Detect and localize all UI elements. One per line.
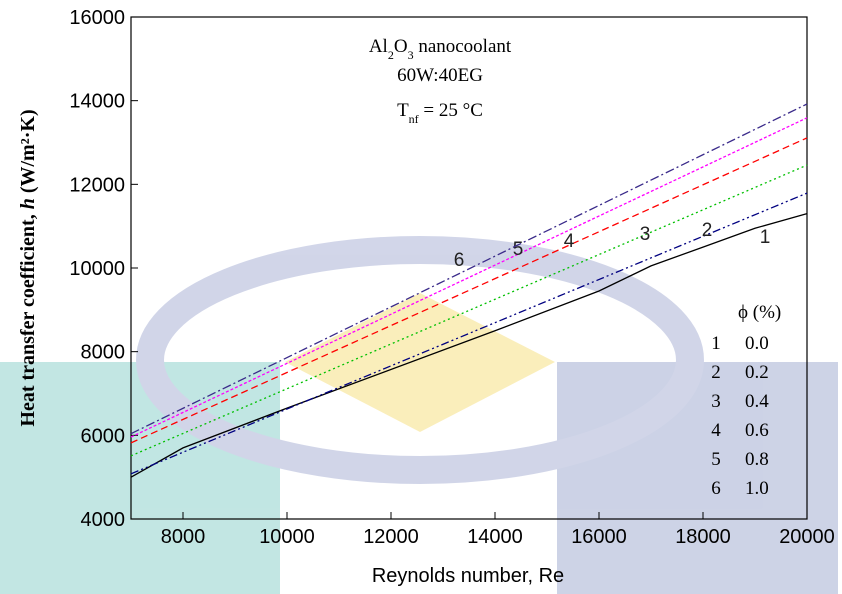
x-tick-label: 12000 (363, 526, 419, 548)
watermark-diamond (285, 293, 555, 432)
legend-key: 5 (711, 449, 721, 470)
line-label: 4 (564, 231, 575, 252)
annotation-part: = 25 °C (419, 100, 483, 121)
series-line (130, 117, 808, 438)
annotation-part: O (394, 36, 408, 57)
y-axis-label: Heat transfer coefficient, h (W/m²·K) (17, 109, 39, 426)
x-tick-label: 20000 (779, 526, 835, 548)
x-tick-label: 8000 (161, 526, 206, 548)
legend-key: 2 (711, 362, 721, 383)
annotation-part: T (397, 100, 409, 121)
line-label: 2 (702, 220, 713, 241)
line-label: 3 (640, 224, 651, 245)
y-tick-label: 8000 (81, 342, 126, 364)
y-label-part: (W/m²·K) (17, 109, 39, 198)
x-tick-label: 10000 (259, 526, 315, 548)
annotation: Tnf = 25 °C (397, 100, 483, 126)
legend-value: 0.6 (745, 420, 769, 441)
annotation: Al2O3 nanocoolant (369, 36, 512, 62)
legend-key: 3 (711, 391, 721, 412)
legend-key: 1 (711, 333, 721, 354)
series-line (130, 137, 808, 444)
legend-value: 0.8 (745, 449, 769, 470)
series-line (130, 192, 808, 475)
annotation-part: nanocoolant (414, 36, 512, 57)
y-tick-label: 6000 (81, 425, 126, 447)
y-label-part: h (17, 198, 39, 209)
x-tick-label: 14000 (467, 526, 523, 548)
legend-key: 6 (711, 478, 721, 499)
annotation-part: Al (369, 36, 388, 57)
line-label: 6 (454, 250, 465, 271)
watermark-ring (136, 236, 704, 484)
x-tick-label: 16000 (571, 526, 627, 548)
legend-value: 0.2 (745, 362, 769, 383)
legend-title: ϕ (%) (738, 302, 781, 323)
annotation: 60W:40EG (397, 65, 483, 86)
series-line (130, 103, 808, 435)
legend-value: 1.0 (745, 478, 769, 499)
watermark (0, 236, 838, 594)
annotation-part: 60W:40EG (397, 65, 483, 86)
y-tick-label: 10000 (69, 258, 125, 280)
y-tick-label: 4000 (81, 509, 126, 531)
watermark-block (557, 362, 838, 594)
y-tick-label: 16000 (69, 7, 125, 29)
watermark-block (0, 362, 280, 594)
annotation-part: 2 (388, 48, 394, 62)
y-tick-label: 14000 (69, 91, 125, 113)
y-tick-label: 12000 (69, 174, 125, 196)
series-line (130, 212, 808, 478)
x-axis-label: Reynolds number, Re (372, 565, 564, 587)
legend-value: 0.0 (745, 333, 769, 354)
x-tick-label: 18000 (675, 526, 731, 548)
legend-key: 4 (711, 420, 721, 441)
annotation-part: nf (409, 112, 419, 126)
y-label-part: Heat transfer coefficient, (17, 209, 39, 426)
line-label: 5 (513, 239, 524, 260)
annotation-part: 3 (408, 48, 414, 62)
line-label: 1 (760, 227, 771, 248)
legend-value: 0.4 (745, 391, 769, 412)
